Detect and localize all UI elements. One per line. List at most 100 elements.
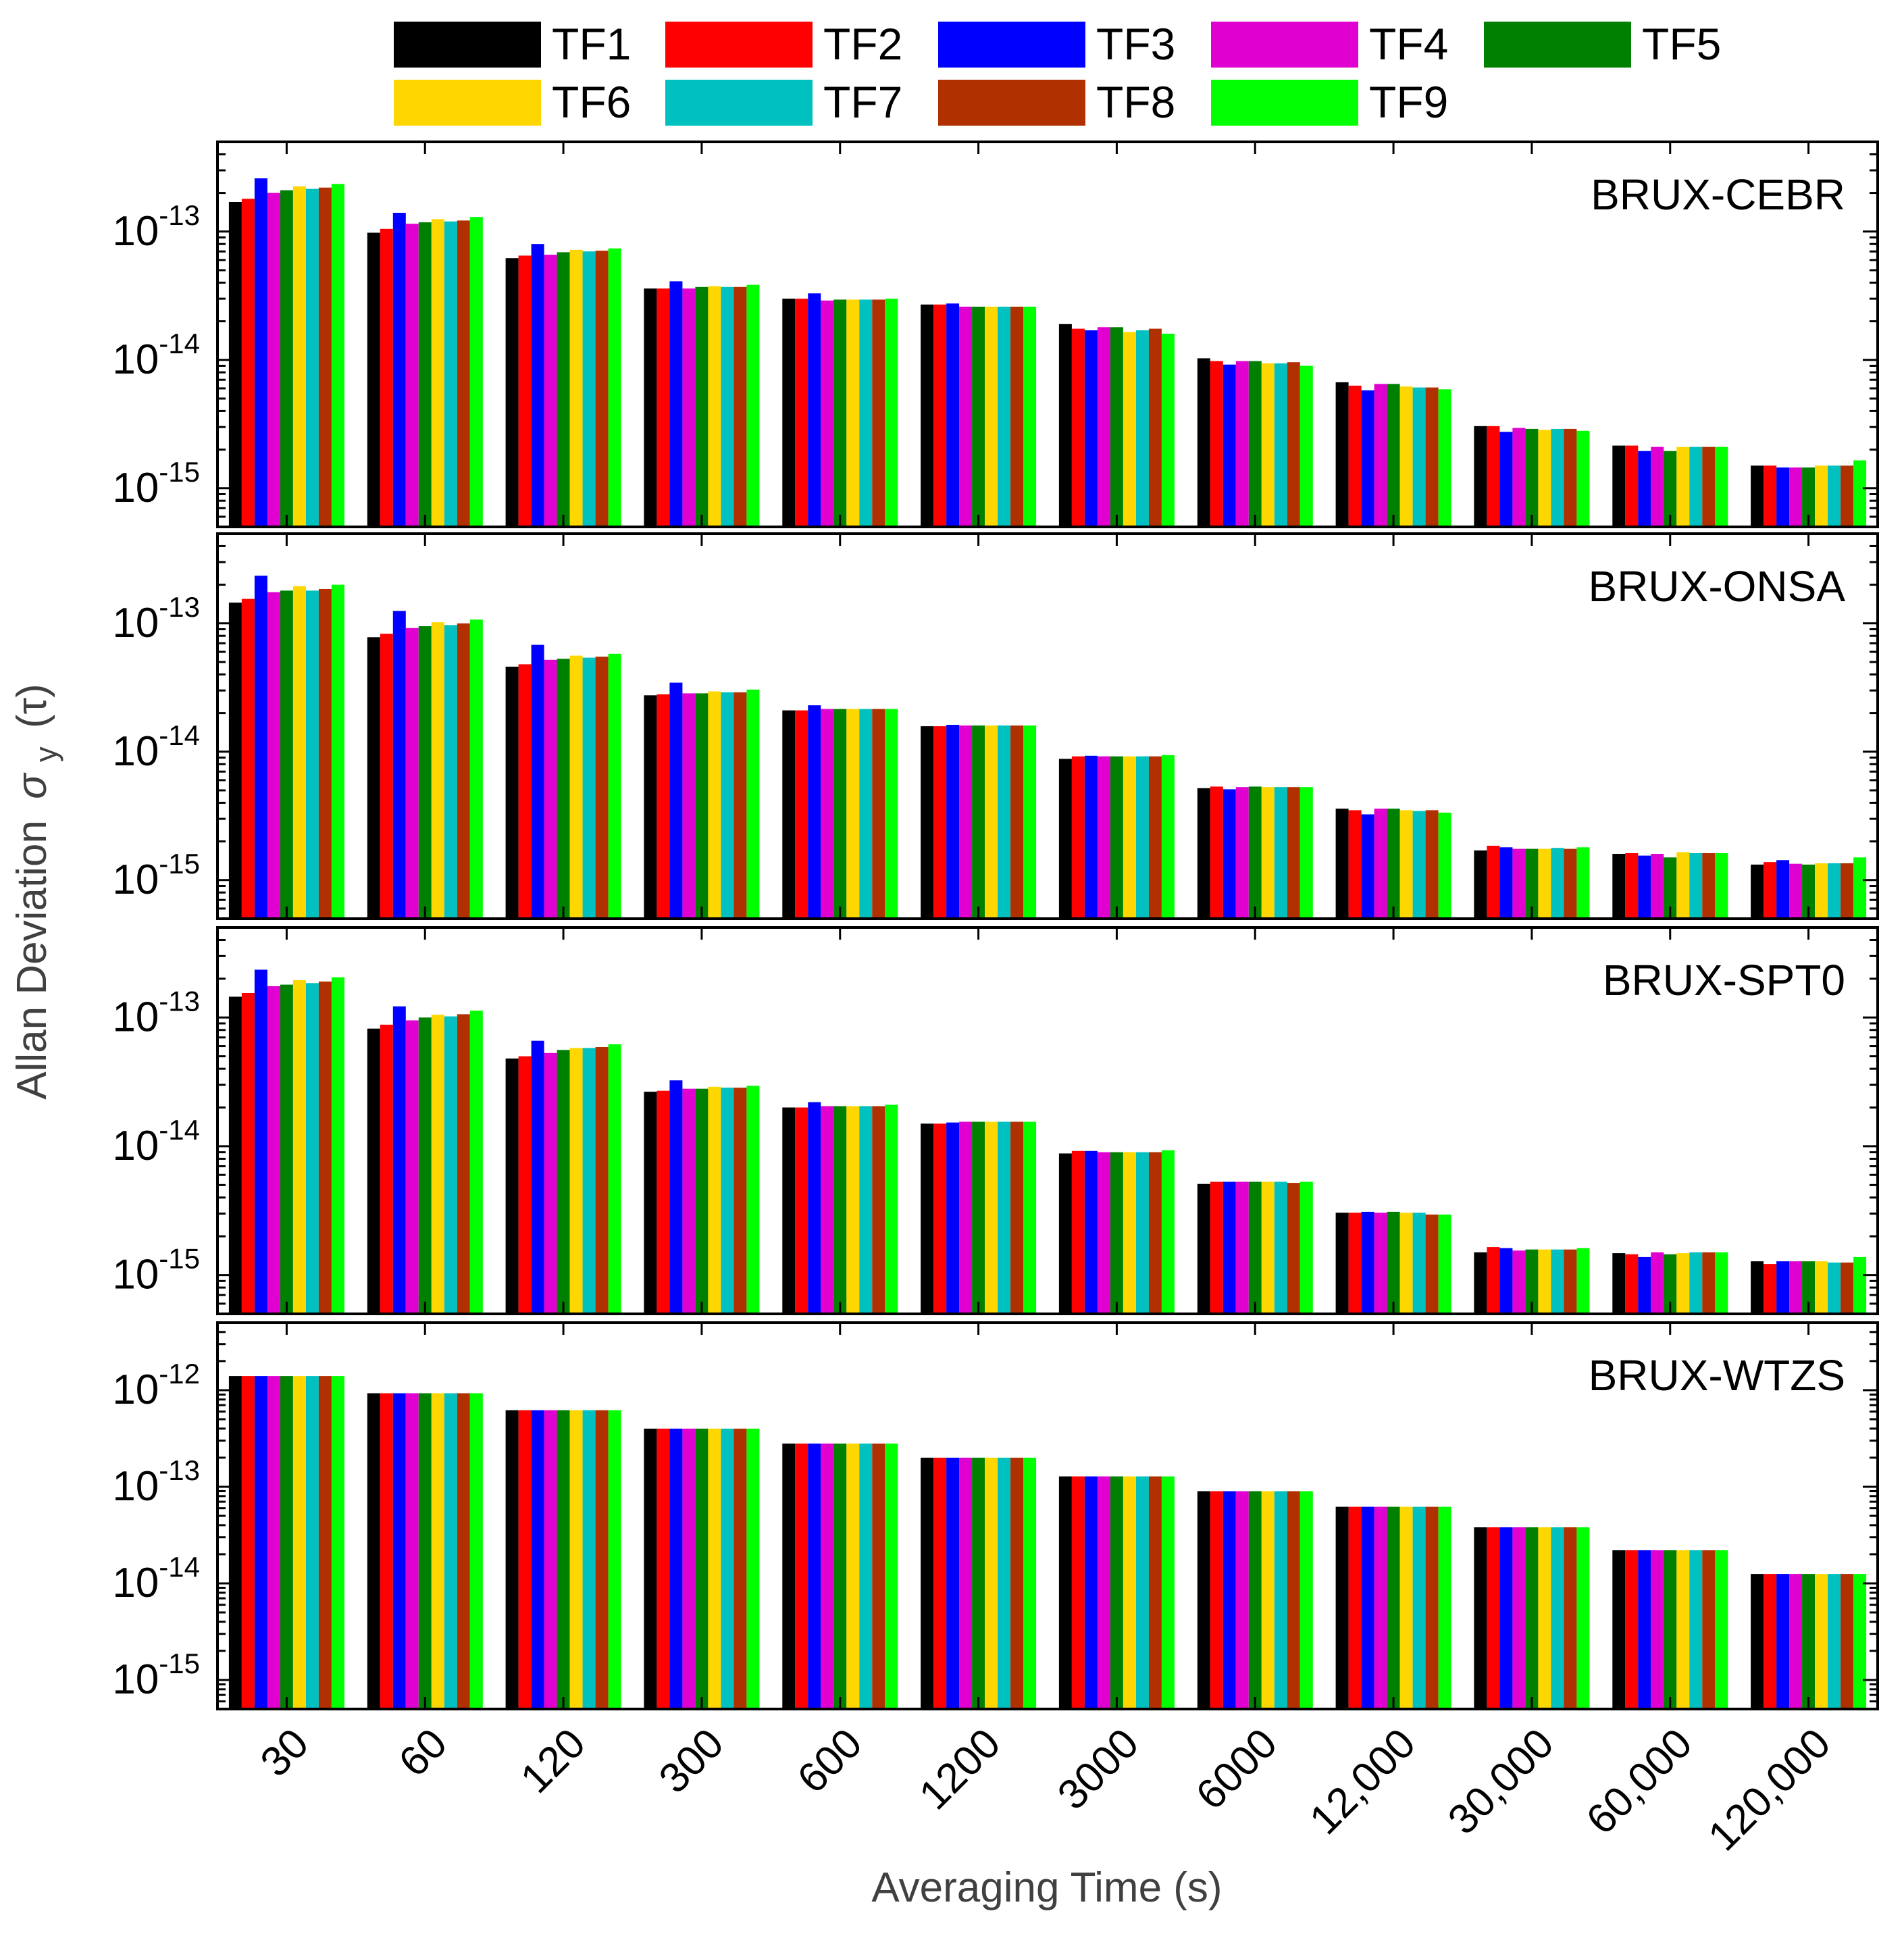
bar-tf7 — [444, 1393, 457, 1709]
legend-label: TF3 — [1096, 19, 1175, 69]
y-tick-label: 10-14 — [112, 1551, 200, 1606]
legend-item-tf1: TF1 — [394, 19, 631, 69]
bar-tf8 — [318, 982, 332, 1314]
x-tick-label: 60 — [390, 1720, 457, 1786]
legend-item-tf7: TF7 — [665, 77, 902, 127]
bar-tf9 — [746, 284, 760, 527]
y-tick-label: 10-14 — [112, 719, 200, 775]
bar-tf3 — [392, 213, 406, 527]
bar-tf6 — [1538, 1527, 1551, 1709]
bar-tf8 — [1702, 1550, 1716, 1709]
bar-tf2 — [1071, 756, 1085, 919]
bar-tf5 — [1664, 1254, 1677, 1314]
bar-tf4 — [1097, 327, 1110, 527]
bar-tf8 — [1564, 428, 1577, 527]
bar-tf2 — [241, 1376, 255, 1709]
bar-tf3 — [808, 1102, 821, 1314]
bar-tf7 — [721, 1428, 734, 1709]
bar-tf6 — [431, 622, 444, 919]
bar-tf4 — [959, 1457, 973, 1709]
bar-tf6 — [1815, 1261, 1828, 1314]
bar-tf9 — [746, 689, 760, 919]
bar-tf6 — [1399, 386, 1413, 527]
bar-tf2 — [380, 1024, 393, 1314]
bar-tf4 — [1512, 1250, 1526, 1314]
legend-item-tf5: TF5 — [1484, 19, 1721, 69]
bar-tf7 — [1135, 1152, 1149, 1314]
bar-tf1 — [1335, 382, 1349, 527]
bar-tf2 — [657, 694, 670, 919]
bar-tf9 — [1715, 853, 1728, 919]
bar-tf7 — [444, 221, 457, 527]
bar-tf2 — [1625, 445, 1639, 527]
bar-tf4 — [821, 300, 834, 527]
bar-tf8 — [872, 299, 885, 527]
bar-tf5 — [280, 190, 293, 527]
bar-tf2 — [518, 1056, 532, 1314]
bar-tf3 — [1361, 1506, 1374, 1709]
bar-tf3 — [1776, 860, 1790, 919]
legend-label: TF1 — [552, 19, 631, 69]
legend-swatch — [665, 80, 813, 126]
bar-tf6 — [985, 307, 998, 527]
bar-tf3 — [254, 576, 267, 919]
bar-tf9 — [1715, 1252, 1728, 1314]
bar-tf7 — [1551, 1527, 1564, 1709]
bar-tf6 — [1261, 787, 1275, 919]
x-tick-label: 1200 — [910, 1720, 1009, 1818]
bar-tf7 — [721, 1088, 734, 1314]
bar-tf4 — [405, 628, 419, 919]
bar-tf6 — [569, 655, 583, 919]
panel-brux-spt0: 10-13 10-14 10-15 BRUX-SPT0 — [112, 926, 1879, 1315]
bar-tf2 — [1764, 1264, 1777, 1314]
bar-tf6 — [846, 709, 860, 919]
bar-tf4 — [821, 1106, 834, 1314]
bar-tf6 — [1399, 1506, 1413, 1709]
bar-tf4 — [821, 1444, 834, 1709]
x-tick-label: 600 — [789, 1720, 871, 1802]
bar-tf2 — [1348, 1506, 1362, 1709]
bar-tf7 — [1828, 863, 1841, 919]
bar-tf7 — [1689, 853, 1703, 919]
bar-tf6 — [985, 1457, 998, 1709]
bar-tf1 — [644, 1428, 657, 1709]
y-tick-label: 10-15 — [112, 848, 200, 903]
bar-tf2 — [933, 726, 947, 919]
bar-tf8 — [1564, 1527, 1577, 1709]
bar-tf1 — [1612, 1253, 1626, 1314]
y-tick-label: 10-13 — [112, 1454, 200, 1510]
bar-tf8 — [1841, 863, 1854, 919]
bar-tf8 — [1425, 1215, 1439, 1314]
bar-tf4 — [959, 725, 973, 919]
x-tick-label: 60,000 — [1578, 1720, 1701, 1843]
bar-tf2 — [1625, 1550, 1639, 1709]
bar-tf3 — [808, 705, 821, 919]
bar-tf6 — [1676, 447, 1690, 527]
bar-tf8 — [595, 251, 609, 527]
bar-tf8 — [1287, 1183, 1300, 1314]
bar-tf4 — [1097, 756, 1110, 919]
x-tick-label: 30,000 — [1439, 1720, 1563, 1843]
bar-tf6 — [1123, 1152, 1136, 1314]
bar-tf7 — [998, 307, 1011, 527]
bar-tf8 — [734, 1088, 747, 1314]
bar-tf8 — [1564, 848, 1577, 919]
bar-tf6 — [985, 725, 998, 919]
bar-tf1 — [1474, 426, 1487, 527]
bar-tf5 — [972, 307, 985, 527]
x-tick-label: 12,000 — [1301, 1720, 1424, 1843]
bar-tf4 — [959, 1121, 973, 1314]
bar-tf4 — [1512, 848, 1526, 919]
bar-tf3 — [531, 1410, 544, 1709]
bar-tf8 — [595, 1410, 609, 1709]
bar-tf6 — [431, 219, 444, 527]
bar-tf9 — [331, 977, 344, 1314]
bar-tf8 — [457, 1014, 470, 1314]
legend-swatch — [394, 80, 541, 126]
bar-tf2 — [241, 199, 255, 527]
bar-tf8 — [595, 1047, 609, 1314]
bar-tf9 — [1161, 1476, 1175, 1709]
legend-item-tf9: TF9 — [1211, 77, 1448, 127]
bar-tf3 — [1638, 1256, 1651, 1314]
bar-tf6 — [292, 586, 306, 919]
